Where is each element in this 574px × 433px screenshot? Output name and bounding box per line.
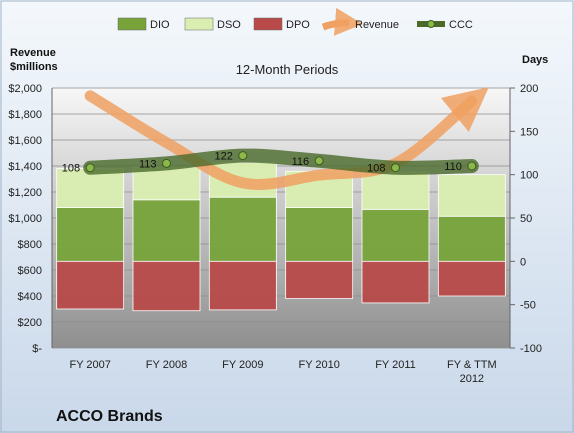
right-tick-label: 150 bbox=[520, 126, 538, 138]
revenue-line-layer bbox=[84, 87, 489, 190]
left-tick-label: $1,800 bbox=[8, 109, 42, 121]
legend: DIO DSO DPO Revenue CCC bbox=[117, 7, 473, 36]
dpo-bar-fy-2011 bbox=[361, 260, 430, 304]
dio-bar-fy-ttm-2012 bbox=[437, 215, 506, 262]
left-tick-label: $600 bbox=[18, 265, 42, 277]
legend-label-dpo: DPO bbox=[286, 19, 310, 31]
right-tick-label: -50 bbox=[520, 300, 536, 312]
x-tick-label: FY 2011 bbox=[375, 359, 416, 371]
x-tick-label: FY 2009 bbox=[222, 359, 263, 371]
dpo-bar-fy-2010 bbox=[285, 260, 354, 300]
dpo-bar-fy-2008 bbox=[132, 260, 201, 312]
x-tick-label: FY 2010 bbox=[298, 359, 339, 371]
left-tick-label: $1,200 bbox=[8, 187, 42, 199]
left-tick-label: $800 bbox=[18, 239, 42, 251]
right-axis-ticks: -100 -50 0 50 100 150 200 bbox=[510, 83, 542, 355]
ccc-data-label: 116 bbox=[292, 156, 310, 168]
legend-item-dso: DSO bbox=[184, 17, 241, 31]
ccc-point-fy-2008 bbox=[162, 158, 171, 168]
left-tick-label: $400 bbox=[18, 291, 42, 303]
ccc-data-label: 108 bbox=[62, 163, 80, 175]
right-tick-label: 100 bbox=[520, 170, 538, 182]
dio-bar-fy-2010 bbox=[285, 207, 354, 262]
dpo-bar-fy-2007 bbox=[56, 260, 125, 310]
left-tick-label: $1,600 bbox=[8, 135, 42, 147]
legend-swatch-dio bbox=[117, 17, 147, 31]
x-tick-label: FY & TTM 2012 bbox=[447, 359, 497, 385]
revenue-line bbox=[84, 87, 489, 190]
right-tick-label: -100 bbox=[520, 343, 542, 355]
ccc-point-fy-2007 bbox=[85, 163, 95, 173]
ccc-data-label: 113 bbox=[139, 158, 157, 170]
left-axis-title-line2: $millions bbox=[10, 61, 58, 73]
left-tick-label: $200 bbox=[18, 317, 42, 329]
legend-item-dio: DIO bbox=[117, 17, 170, 31]
dio-bar-fy-2011 bbox=[361, 208, 430, 262]
right-tick-label: 0 bbox=[520, 256, 526, 268]
legend-swatch-revenue bbox=[321, 7, 363, 36]
chart-subtitle: 12-Month Periods bbox=[236, 62, 339, 77]
legend-label-dio: DIO bbox=[150, 19, 170, 31]
legend-item-ccc: CCC bbox=[417, 19, 473, 31]
legend-swatch-dpo bbox=[253, 17, 283, 31]
legend-swatch-dso bbox=[184, 17, 214, 31]
ccc-point-fy-2009 bbox=[238, 151, 248, 161]
legend-item-revenue: Revenue bbox=[321, 7, 399, 36]
dso-bar-fy-2007 bbox=[56, 168, 125, 209]
dio-bar-fy-2007 bbox=[56, 207, 125, 262]
dpo-bar-fy-2009 bbox=[208, 260, 277, 311]
ccc-point-fy-2011 bbox=[391, 163, 400, 173]
left-tick-label: $1,000 bbox=[8, 213, 42, 225]
x-tick-label: FY 2007 bbox=[69, 359, 110, 371]
legend-label-ccc: CCC bbox=[449, 19, 473, 31]
legend-item-dpo: DPO bbox=[253, 17, 310, 31]
right-axis-title: Days bbox=[522, 54, 548, 66]
ccc-data-label: 110 bbox=[444, 161, 462, 173]
x-axis-labels: FY 2007 FY 2008 FY 2009 FY 2010 FY 2011 FY & … bbox=[69, 359, 496, 385]
left-axis-title-line1: Revenue bbox=[10, 47, 56, 59]
dio-bar-fy-2008 bbox=[132, 199, 201, 262]
legend-label-revenue: Revenue bbox=[355, 19, 399, 31]
left-tick-label: $1,400 bbox=[8, 161, 42, 173]
right-tick-label: 50 bbox=[520, 213, 532, 225]
left-tick-label: $2,000 bbox=[8, 83, 42, 95]
company-name: ACCO Brands bbox=[56, 408, 163, 425]
ccc-point-fy-ttm-2012 bbox=[467, 161, 477, 171]
ccc-line bbox=[83, 148, 479, 175]
dio-bar-fy-2009 bbox=[208, 196, 277, 262]
left-axis-ticks: $- $200 $400 $600 $800 $1,000 $1,200 $1,400 $1,6… bbox=[8, 83, 42, 355]
dso-bar-fy-2011 bbox=[361, 171, 430, 210]
legend-marker-ccc bbox=[427, 20, 435, 28]
ccc-data-label: 122 bbox=[214, 151, 232, 163]
right-tick-label: 200 bbox=[520, 83, 538, 95]
dpo-bar-fy-ttm-2012 bbox=[437, 260, 506, 297]
x-tick-label: FY 2008 bbox=[146, 359, 187, 371]
ccc-line-layer: 108 113 122 116 108 110 bbox=[62, 148, 479, 175]
ccc-data-label: 108 bbox=[367, 163, 385, 175]
ccc-point-fy-2010 bbox=[314, 156, 324, 166]
left-tick-label: $- bbox=[32, 343, 42, 355]
legend-label-dso: DSO bbox=[217, 19, 241, 31]
dso-bar-fy-ttm-2012 bbox=[437, 174, 506, 217]
